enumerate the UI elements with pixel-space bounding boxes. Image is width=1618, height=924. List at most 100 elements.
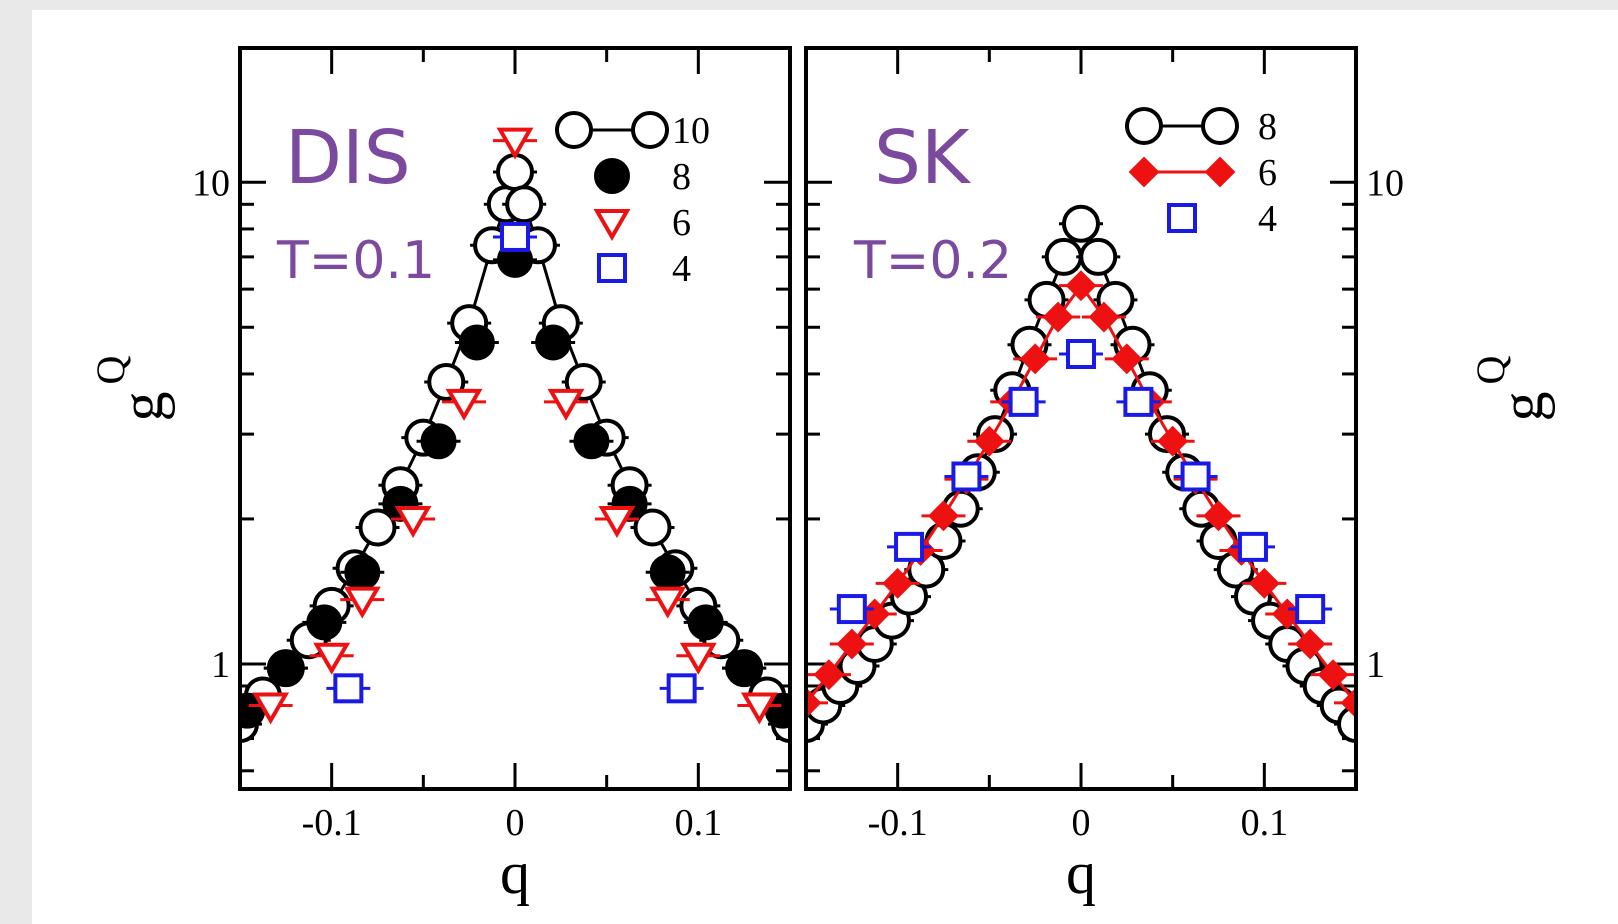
data-point [1237, 531, 1268, 562]
y-tick-label: 1 [211, 644, 230, 686]
data-point [333, 673, 364, 704]
data-point [1317, 659, 1349, 691]
data-point [535, 324, 572, 361]
data-point [726, 650, 763, 687]
data-point [1044, 237, 1083, 276]
data-point [267, 650, 304, 687]
x-tick-label: 0 [506, 802, 525, 844]
data-point [836, 594, 867, 625]
data-point [1042, 301, 1074, 333]
data-point [445, 388, 483, 421]
data-point [806, 687, 822, 719]
legend-marker [1128, 156, 1160, 188]
legend-label: 6 [672, 202, 691, 244]
y-tick-label: 10 [192, 162, 230, 204]
legend-label: 8 [1258, 106, 1277, 148]
data-point [1079, 237, 1118, 276]
data-point [649, 586, 687, 619]
y-axis-title-sub: Q [1468, 356, 1513, 385]
data-point [1203, 500, 1234, 532]
plot-area [806, 204, 1356, 744]
plot-frame [804, 46, 1358, 791]
data-point [679, 642, 717, 675]
data-point [813, 659, 845, 691]
data-point [633, 508, 672, 547]
legend-label: 4 [1258, 198, 1277, 240]
plot-area [240, 127, 790, 744]
x-tick-label: 0.1 [675, 802, 723, 844]
legend-label: 10 [672, 110, 710, 152]
data-point [394, 505, 432, 538]
legend-marker [597, 253, 627, 283]
legend-label: 4 [672, 248, 691, 290]
data-point [1295, 594, 1326, 625]
y-axis-title: gQ [88, 356, 175, 422]
x-axis-title: q [500, 840, 530, 906]
data-point [951, 461, 982, 492]
data-point [1157, 425, 1189, 457]
data-point [573, 423, 610, 460]
panel-subtitle: T=0.1 [276, 231, 435, 291]
data-point [1065, 270, 1097, 302]
x-tick-label: 0 [1072, 802, 1091, 844]
data-point [252, 692, 290, 725]
data-point [666, 673, 697, 704]
data-point [1088, 301, 1120, 333]
data-point [496, 127, 534, 160]
data-point [1123, 386, 1154, 417]
y-axis-title-main: g [1489, 392, 1555, 422]
plot-frame [238, 46, 792, 791]
data-point [1340, 687, 1356, 719]
legend-marker [594, 158, 630, 194]
legend-marker [555, 111, 593, 149]
data-point [1066, 339, 1096, 370]
data-point [505, 185, 544, 224]
series-2 [248, 127, 782, 725]
legend-marker [1167, 203, 1197, 233]
panel-title: DIS [285, 115, 411, 201]
data-point [1111, 343, 1143, 375]
data-point [496, 153, 534, 192]
data-point [1337, 705, 1356, 744]
legend-marker [1204, 156, 1236, 188]
data-point [1294, 628, 1326, 660]
data-point [1062, 204, 1100, 243]
y-axis-title: gQ [1468, 356, 1555, 422]
y-tick-label: 1 [1366, 644, 1385, 686]
legend: 864 [1125, 106, 1277, 240]
legend-marker [593, 209, 631, 242]
data-point [306, 604, 343, 641]
y-axis-title-main: g [109, 392, 175, 422]
x-tick-label: 0.1 [1241, 802, 1289, 844]
data-point [420, 423, 457, 460]
y-tick-label: 10 [1366, 162, 1404, 204]
series-2 [829, 339, 1333, 625]
data-point [344, 554, 381, 591]
x-tick-label: -0.1 [302, 802, 362, 844]
panel-subtitle: T=0.2 [853, 231, 1012, 291]
data-point [649, 554, 686, 591]
data-point [313, 642, 351, 675]
data-point [836, 628, 868, 660]
data-point [598, 505, 636, 538]
legend-label: 6 [1258, 152, 1277, 194]
data-point [1019, 343, 1051, 375]
data-point [882, 567, 914, 599]
series-3 [326, 221, 704, 704]
data-point [458, 324, 495, 361]
data-point [1248, 567, 1280, 599]
data-point [358, 508, 397, 547]
data-point [687, 604, 724, 641]
data-point [500, 221, 530, 252]
x-axis-title: q [1066, 840, 1096, 906]
data-point [740, 692, 778, 725]
legend-marker [1201, 107, 1239, 145]
data-point [1180, 461, 1211, 492]
legend-marker [1125, 107, 1163, 145]
data-point [1008, 386, 1039, 417]
data-point [343, 586, 381, 619]
figure: 1 10 -0.1 0 0.1 q g Q DIS T=0.1 10 8 6 4 1 10 -0.1 0 0.1 q g… [32, 10, 1618, 924]
series-1 [240, 241, 790, 729]
